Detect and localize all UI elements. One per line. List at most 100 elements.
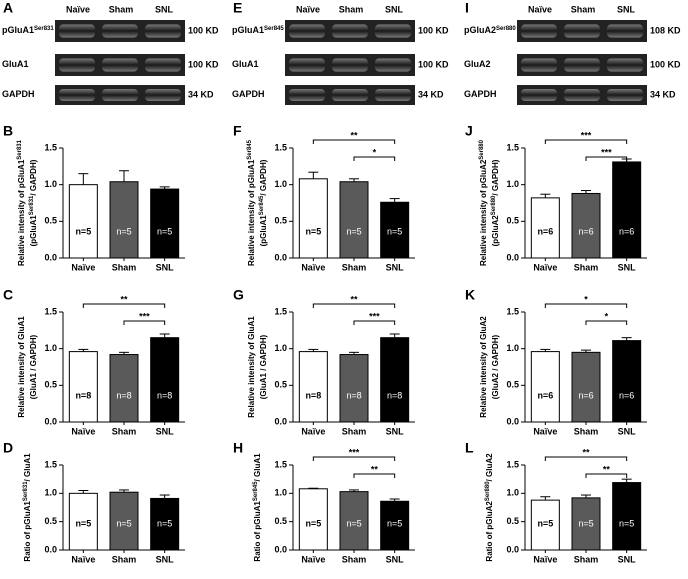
significance-label: * bbox=[605, 311, 609, 321]
blot-band bbox=[521, 24, 557, 38]
lane-label: Sham bbox=[339, 4, 364, 14]
x-tick-label: Naïve bbox=[533, 426, 557, 436]
blot-band bbox=[289, 58, 325, 72]
label-part: / GAPDH) bbox=[259, 159, 268, 195]
bar bbox=[380, 337, 410, 423]
panel-letter: D bbox=[3, 440, 13, 456]
blot-band bbox=[332, 89, 368, 101]
n-label: n=6 bbox=[578, 390, 593, 400]
blot-band bbox=[59, 89, 95, 101]
size-label: 100 KD bbox=[188, 25, 219, 35]
significance-label: * bbox=[584, 294, 588, 304]
bar bbox=[298, 351, 328, 423]
n-label: n=5 bbox=[578, 518, 593, 528]
label-part: pGluA1 bbox=[2, 25, 34, 35]
significance-label: *** bbox=[581, 130, 592, 140]
significance-label: ** bbox=[582, 447, 590, 457]
x-tick-label: SNL bbox=[386, 262, 405, 272]
lane-label: Sham bbox=[109, 4, 134, 14]
x-tick-label: Sham bbox=[574, 262, 599, 272]
y-axis-label: (pGluA1Ser845/ GAPDH) bbox=[259, 159, 269, 246]
blot-label: pGluA2Ser880 bbox=[464, 25, 516, 35]
bar bbox=[612, 340, 642, 423]
n-label: n=5 bbox=[75, 226, 91, 236]
n-label: n=6 bbox=[578, 226, 593, 236]
n-label: n=5 bbox=[346, 226, 361, 236]
significance-bracket bbox=[82, 303, 166, 308]
blot-band bbox=[607, 89, 643, 101]
size-label: 34 KD bbox=[188, 89, 214, 99]
blot-band bbox=[332, 24, 368, 38]
blot-band bbox=[59, 58, 95, 72]
x-tick-label: Sham bbox=[342, 426, 367, 436]
x-tick-label: SNL bbox=[156, 554, 175, 564]
significance-label: ** bbox=[120, 294, 128, 304]
y-axis-label: Relative intensity of pGluA1Ser845 bbox=[247, 139, 257, 266]
bar bbox=[571, 497, 601, 551]
panel-letter: A bbox=[3, 0, 13, 16]
blot-band bbox=[145, 58, 181, 72]
n-label: n=5 bbox=[346, 518, 361, 528]
n-label: n=8 bbox=[387, 390, 402, 400]
n-label: n=5 bbox=[116, 518, 131, 528]
label-part: (pGluA1 bbox=[29, 215, 38, 247]
y-tick-label: 1.5 bbox=[506, 459, 519, 469]
size-label: 100 KD bbox=[418, 59, 449, 69]
x-tick-label: Sham bbox=[112, 426, 137, 436]
y-tick-label: 0.0 bbox=[506, 544, 519, 554]
y-tick-label: 1.5 bbox=[274, 459, 287, 469]
x-tick-label: Naïve bbox=[301, 426, 325, 436]
bar bbox=[68, 184, 98, 259]
superscript: Ser831 bbox=[23, 481, 29, 501]
y-axis-label: (GluA2 / GAPDH) bbox=[491, 334, 500, 399]
size-label: 34 KD bbox=[650, 89, 676, 99]
y-tick-label: 1.5 bbox=[506, 306, 519, 316]
label-part: GAPDH bbox=[2, 89, 35, 99]
label-part: / GAPDH) bbox=[29, 159, 38, 195]
y-tick-label: 0.0 bbox=[274, 416, 287, 426]
label-part: (GluA2 / GAPDH) bbox=[491, 334, 500, 399]
label-part: (GluA1 / GAPDH) bbox=[29, 334, 38, 399]
superscript: Ser831 bbox=[17, 139, 23, 159]
superscript: Ser831 bbox=[29, 195, 35, 215]
blot-band bbox=[375, 24, 411, 38]
n-label: n=6 bbox=[537, 390, 553, 400]
y-axis-label: Relative intensity of pGluA2Ser880 bbox=[479, 139, 489, 266]
x-tick-label: Naïve bbox=[533, 262, 557, 272]
lane-label: SNL bbox=[385, 4, 404, 14]
label-part: Relative intensity of pGluA1 bbox=[17, 159, 26, 266]
superscript: Ser880 bbox=[479, 139, 485, 159]
n-label: n=6 bbox=[619, 226, 634, 236]
x-tick-label: SNL bbox=[618, 554, 637, 564]
y-tick-label: 0.5 bbox=[274, 516, 287, 526]
bar bbox=[612, 482, 642, 551]
panel-letter: I bbox=[465, 0, 469, 16]
y-tick-label: 0.0 bbox=[274, 544, 287, 554]
blot-band bbox=[102, 89, 138, 101]
superscript: Ser880 bbox=[491, 195, 497, 215]
label-part: / GluA1 bbox=[253, 453, 262, 482]
y-axis-label: Relative intensity of GluA1 bbox=[247, 316, 256, 418]
y-tick-label: 1.0 bbox=[274, 179, 287, 189]
y-tick-label: 0.5 bbox=[274, 380, 287, 390]
lane-label: SNL bbox=[617, 4, 636, 14]
significance-bracket bbox=[312, 456, 396, 461]
n-label: n=5 bbox=[619, 518, 634, 528]
size-label: 100 KD bbox=[650, 59, 681, 69]
label-part: Ratio of pGluA1 bbox=[253, 501, 262, 562]
y-tick-label: 0.0 bbox=[274, 252, 287, 262]
significance-label: ** bbox=[350, 294, 358, 304]
significance-bracket bbox=[312, 139, 396, 144]
superscript: Ser880 bbox=[496, 26, 516, 32]
label-part: GluA1 bbox=[2, 59, 29, 69]
bar bbox=[68, 351, 98, 423]
superscript: Ser845 bbox=[247, 139, 253, 159]
bar bbox=[150, 188, 180, 259]
bar bbox=[109, 181, 139, 259]
significance-bracket bbox=[585, 320, 628, 325]
panel-letter: C bbox=[3, 287, 13, 303]
blot-band bbox=[332, 58, 368, 72]
label-part: GAPDH bbox=[232, 89, 265, 99]
significance-label: *** bbox=[369, 311, 380, 321]
